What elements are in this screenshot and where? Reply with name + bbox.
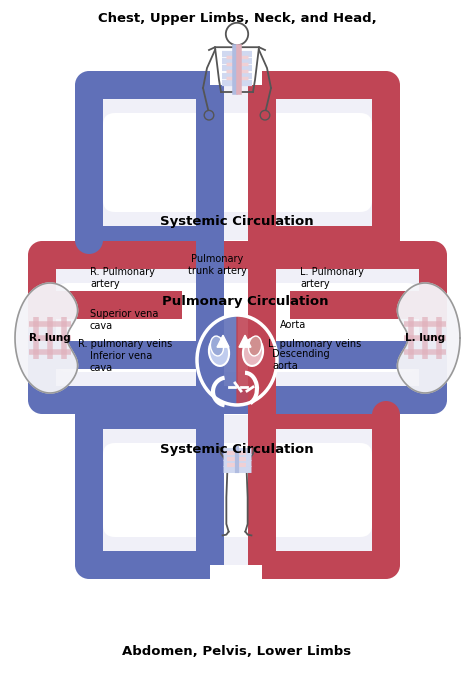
Text: L. Pulmonary
artery: L. Pulmonary artery	[300, 267, 364, 288]
Text: Inferior vena
cava: Inferior vena cava	[90, 351, 152, 373]
Ellipse shape	[210, 336, 224, 356]
Polygon shape	[15, 283, 78, 393]
Bar	[196, 85, 224, 565]
Bar	[248, 255, 276, 400]
Bar	[89, 226, 210, 254]
Circle shape	[419, 241, 447, 269]
Bar	[42, 341, 210, 369]
Circle shape	[28, 386, 56, 414]
Circle shape	[75, 401, 103, 429]
Bar	[75, 85, 103, 240]
Bar	[372, 415, 400, 565]
Ellipse shape	[209, 338, 229, 366]
Text: L. lung: L. lung	[405, 333, 445, 343]
Bar	[89, 401, 210, 429]
Circle shape	[372, 551, 400, 579]
FancyBboxPatch shape	[75, 85, 400, 240]
Bar	[42, 386, 433, 414]
FancyBboxPatch shape	[56, 283, 419, 372]
Bar	[28, 255, 56, 328]
Text: R. pulmonary veins: R. pulmonary veins	[78, 339, 172, 349]
Text: Chest, Upper Limbs, Neck, and Head,: Chest, Upper Limbs, Neck, and Head,	[98, 12, 376, 25]
Bar	[196, 255, 224, 400]
Circle shape	[372, 226, 400, 254]
Text: L. pulmonary veins: L. pulmonary veins	[268, 339, 361, 349]
Circle shape	[372, 71, 400, 99]
Circle shape	[75, 71, 103, 99]
Circle shape	[419, 341, 447, 369]
Circle shape	[28, 241, 56, 269]
Polygon shape	[239, 335, 251, 347]
Bar	[42, 291, 182, 319]
Text: Superior vena
cava: Superior vena cava	[90, 309, 158, 331]
FancyBboxPatch shape	[103, 113, 372, 212]
Text: Pulmonary
trunk artery: Pulmonary trunk artery	[188, 254, 246, 276]
Bar	[419, 328, 447, 400]
Polygon shape	[197, 315, 237, 405]
Circle shape	[75, 226, 103, 254]
Bar	[262, 551, 386, 579]
Bar	[248, 85, 276, 565]
Polygon shape	[237, 315, 277, 405]
Text: Systemic Circulation: Systemic Circulation	[160, 216, 314, 228]
Text: Pulmonary Circulation: Pulmonary Circulation	[162, 295, 328, 309]
Bar	[75, 415, 103, 565]
Bar	[262, 341, 433, 369]
Text: Abdomen, Pelvis, Lower Limbs: Abdomen, Pelvis, Lower Limbs	[122, 645, 352, 658]
FancyBboxPatch shape	[28, 255, 447, 400]
Bar	[262, 226, 386, 254]
Bar	[42, 241, 433, 269]
Text: Descending
aorta: Descending aorta	[272, 349, 329, 371]
Bar	[89, 551, 210, 579]
FancyBboxPatch shape	[103, 443, 372, 537]
Polygon shape	[217, 335, 229, 347]
Circle shape	[28, 341, 56, 369]
Circle shape	[75, 551, 103, 579]
Bar	[419, 255, 447, 328]
Text: R. lung: R. lung	[29, 333, 71, 343]
FancyBboxPatch shape	[75, 415, 400, 565]
Bar	[89, 71, 210, 99]
Text: Aorta: Aorta	[280, 320, 306, 330]
Text: Systemic Circulation: Systemic Circulation	[160, 443, 314, 456]
Bar	[262, 401, 386, 429]
Ellipse shape	[243, 338, 263, 366]
Circle shape	[419, 386, 447, 414]
Ellipse shape	[248, 336, 262, 356]
Bar	[28, 328, 56, 400]
Bar	[290, 291, 433, 319]
Bar	[372, 85, 400, 240]
Text: R. Pulmonary
artery: R. Pulmonary artery	[90, 267, 155, 288]
Polygon shape	[397, 283, 460, 393]
Bar	[262, 71, 386, 99]
Circle shape	[372, 401, 400, 429]
